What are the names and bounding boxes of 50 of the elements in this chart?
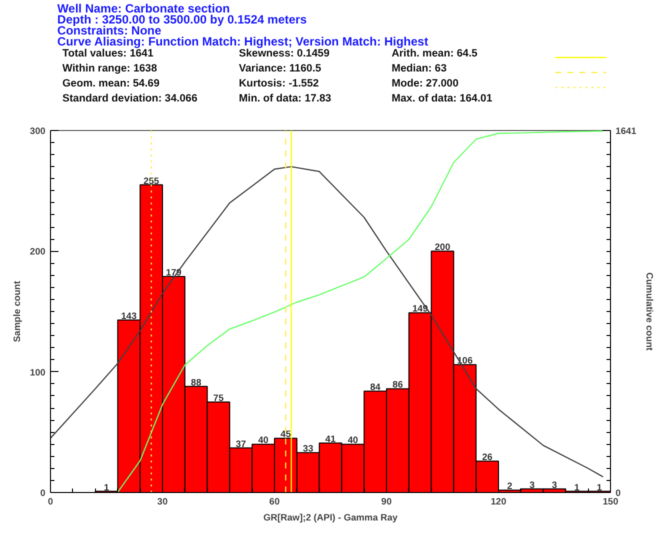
data-label: 2: [507, 481, 512, 492]
text: Skewness: 0.1459: [238, 48, 330, 60]
data-label: 86: [392, 380, 403, 390]
data-label: 41: [325, 434, 336, 444]
y-axis-title: Sample count: [12, 280, 22, 342]
data-label: 1: [574, 482, 580, 492]
data-label: 1: [596, 482, 602, 492]
text: Within range: 1638: [62, 62, 158, 74]
data-label: 143: [121, 310, 137, 321]
data-label: 1: [104, 482, 110, 492]
y-tick-label: 200: [30, 246, 46, 257]
y2-tick-label: 1641: [616, 126, 636, 136]
y-tick-label: 0: [40, 488, 46, 498]
data-label: 75: [213, 393, 224, 403]
y2-axis-title: Cumulative count: [644, 272, 654, 351]
data-label: 84: [370, 382, 382, 392]
x-axis-title: GR[Raw];2 (API) - Gamma Ray: [263, 512, 398, 522]
text: Arith. mean: 64.5: [392, 48, 478, 60]
text: Geom. mean: 54.69: [62, 78, 160, 90]
data-label: 200: [434, 242, 450, 252]
x-tick-label: 90: [381, 496, 392, 506]
text: Min. of data: 17.83: [238, 92, 332, 104]
y-tick-label: 300: [30, 126, 46, 136]
text: Max. of data: 164.01: [392, 92, 492, 104]
data-label: 3: [530, 480, 535, 490]
data-label: 40: [258, 435, 269, 446]
x-tick-label: 0: [48, 496, 54, 506]
chart-title: Well Name: Carbonate section: [57, 2, 230, 16]
text: Mode: 27.000: [392, 78, 459, 90]
data-label: 255: [144, 176, 160, 186]
data-label: 40: [348, 435, 358, 446]
text: Kurtosis: -1.552: [238, 78, 319, 90]
line-series: [50, 166, 604, 478]
x-tick-label: 60: [269, 496, 280, 506]
y-tick-label: 100: [30, 367, 46, 378]
text: Depth : 3250.00 to 3500.00 by 0.1524 meters: [57, 12, 308, 26]
text: Median: 63: [392, 62, 447, 74]
data-label: 37: [236, 438, 246, 449]
x-tick-label: 150: [602, 496, 618, 506]
x-tick-label: 120: [490, 496, 506, 506]
x-tick-label: 30: [157, 496, 168, 506]
data-label: 3: [552, 480, 558, 490]
text: Standard deviation: 34.066: [62, 92, 198, 104]
data-label: 26: [482, 452, 493, 462]
data-label: 33: [302, 444, 314, 454]
text: Variance: 1160.5: [238, 62, 322, 74]
text: Total values: 1641: [62, 48, 154, 60]
data-label: 88: [190, 377, 202, 388]
y2-tick-label: 0: [616, 488, 621, 498]
text: Curve Aliasing: Function Match: Highest; Version Match: Highest: [57, 34, 428, 48]
